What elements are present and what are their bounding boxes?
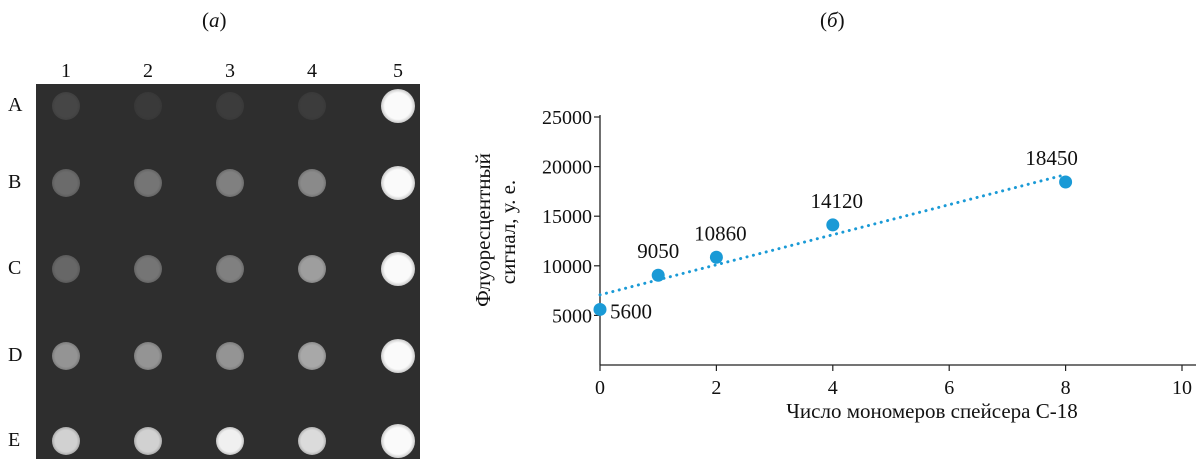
y-tick-label-20000: 20000 xyxy=(542,157,592,179)
x-tick-label-4: 4 xyxy=(828,377,838,399)
spot-C2 xyxy=(134,255,162,283)
y-axis-title-line2: сигнал, у. е. xyxy=(496,180,520,284)
data-label-14120: 14120 xyxy=(811,189,864,213)
data-point-5600 xyxy=(593,302,607,316)
row-label-A: A xyxy=(8,94,23,116)
trendline xyxy=(598,173,1068,297)
data-point-14120 xyxy=(826,218,840,232)
spot-E5 xyxy=(381,424,415,458)
y-tick-label-25000: 25000 xyxy=(542,107,592,129)
scatter-chart: 5000 10000 15000 20000 25000 0 2 4 6 8 10 5600 9050 1… xyxy=(471,107,1196,423)
spot-E4 xyxy=(298,427,326,455)
x-tick-label-10: 10 xyxy=(1172,377,1192,399)
x-tick-label-2: 2 xyxy=(711,377,721,399)
x-tick-label-6: 6 xyxy=(944,377,954,399)
data-label-18450: 18450 xyxy=(1025,146,1078,170)
data-point-18450 xyxy=(1059,175,1073,189)
spot-E1 xyxy=(52,427,80,455)
spot-B2 xyxy=(134,169,162,197)
spot-D4 xyxy=(298,342,326,370)
x-tick-label-8: 8 xyxy=(1061,377,1071,399)
spot-C3 xyxy=(216,255,244,283)
data-label-5600: 5600 xyxy=(610,299,652,323)
y-axis-title-line1: Флуоресцентный xyxy=(471,153,495,307)
column-label-2: 2 xyxy=(143,60,153,82)
data-label-10860: 10860 xyxy=(694,221,747,245)
column-label-1: 1 xyxy=(61,60,71,82)
spot-A3 xyxy=(216,92,244,120)
row-label-B: B xyxy=(8,171,22,193)
y-tick-label-5000: 5000 xyxy=(552,305,592,327)
spot-D3 xyxy=(216,342,244,370)
x-tick-label-0: 0 xyxy=(595,377,605,399)
x-axis-title: Число мономеров спейсера С-18 xyxy=(786,399,1077,423)
microarray-panel: 1 2 3 4 5 A B C D E xyxy=(0,0,420,459)
column-label-5: 5 xyxy=(393,60,403,82)
spot-A5 xyxy=(381,89,415,123)
spot-A4 xyxy=(298,92,326,120)
spot-D1 xyxy=(52,342,80,370)
y-tick-label-10000: 10000 xyxy=(542,256,592,278)
spot-B5 xyxy=(381,166,415,200)
spot-C1 xyxy=(52,255,80,283)
microarray-image xyxy=(36,84,420,459)
spot-D5 xyxy=(381,339,415,373)
spot-B4 xyxy=(298,169,326,197)
data-point-9050 xyxy=(651,268,665,282)
panel-a-label: (а) xyxy=(202,8,227,32)
row-label-C: C xyxy=(8,257,22,279)
column-label-3: 3 xyxy=(225,60,235,82)
y-tick-label-15000: 15000 xyxy=(542,206,592,228)
data-point-10860 xyxy=(709,250,723,264)
chart-panel: 5000 10000 15000 20000 25000 0 2 4 6 8 10 5600 9050 1… xyxy=(430,40,1198,459)
spot-B1 xyxy=(52,169,80,197)
row-label-D: D xyxy=(8,344,23,366)
spot-C5 xyxy=(381,252,415,286)
spot-E2 xyxy=(134,427,162,455)
spot-A1 xyxy=(52,92,80,120)
spot-C4 xyxy=(298,255,326,283)
spot-D2 xyxy=(134,342,162,370)
column-label-4: 4 xyxy=(307,60,317,82)
spot-A2 xyxy=(134,92,162,120)
spot-B3 xyxy=(216,169,244,197)
data-label-9050: 9050 xyxy=(637,239,679,263)
spot-E3 xyxy=(216,427,244,455)
panel-b-label: (б) xyxy=(820,8,845,32)
row-label-E: E xyxy=(8,429,21,451)
